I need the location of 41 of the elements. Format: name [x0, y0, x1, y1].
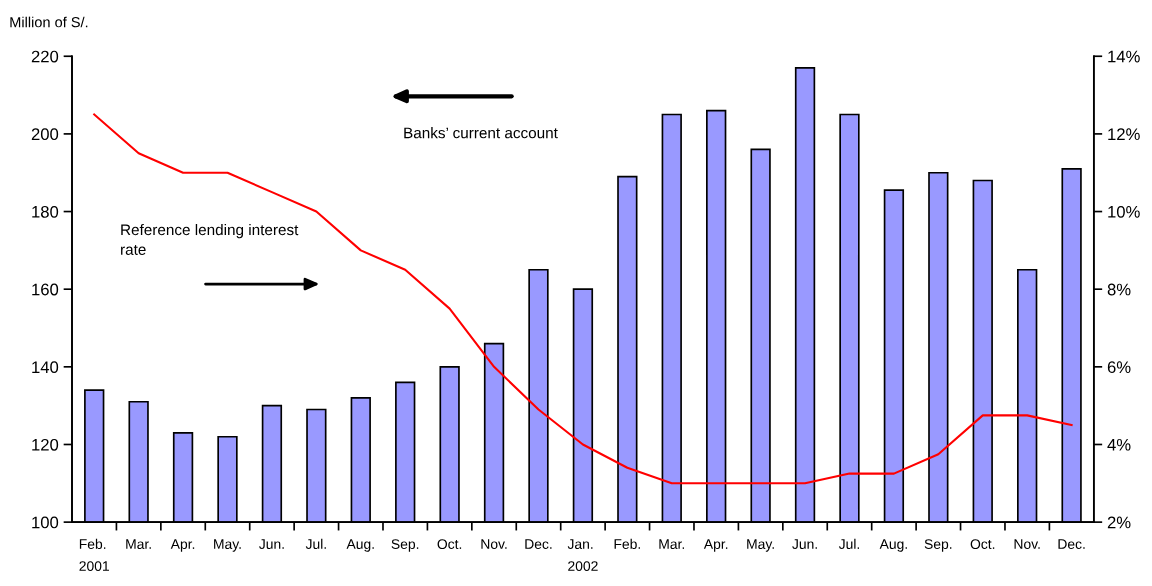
x-tick-label: Jun. [792, 539, 817, 549]
y-tick-label: 180 [32, 205, 59, 218]
y-tick-label: 200 [31, 128, 59, 141]
x-tick-label: Dec. [1058, 539, 1085, 549]
annotation: Banks’ current account [404, 127, 558, 139]
y2-tick-label: 12% [1108, 128, 1140, 141]
x-tick-label: Jan. 2002 [567, 539, 598, 571]
y-axis-title: Million of S/. [10, 16, 88, 28]
x-tick-label: May. [214, 539, 241, 552]
y2-tick-label: 10% [1108, 205, 1140, 218]
x-tick-label: Feb. [614, 538, 640, 549]
x-tick-label: Sep. [924, 539, 952, 552]
x-tick-label: Apr. [170, 539, 195, 552]
x-tick-label: Jul. [838, 538, 860, 549]
line-series [93, 113, 1073, 485]
y-tick-label: 120 [32, 438, 59, 451]
y2-tick-label: 4% [1107, 438, 1131, 451]
x-tick-label: Mar. [126, 539, 151, 549]
x-tick-label: Apr. [703, 539, 728, 552]
x-tick-label: Dec. [525, 539, 552, 549]
x-tick-label: May. [747, 539, 774, 552]
y2-tick-label: 6% [1107, 361, 1131, 374]
y-tick-label: 100 [32, 516, 59, 529]
y-tick-label: 160 [32, 283, 59, 296]
y2-tick-label: 2% [1107, 516, 1131, 529]
x-tick-label: Oct. [970, 539, 995, 549]
x-tick-label: Oct. [437, 539, 462, 549]
y-tick-label: 140 [32, 361, 59, 374]
y2-tick-label: 14% [1108, 50, 1140, 63]
y-tick-label: 220 [31, 50, 59, 63]
x-tick-label: Aug. [346, 539, 374, 552]
x-tick-label: Jul. [305, 538, 326, 549]
x-tick-label: Sep. [391, 539, 419, 552]
x-tick-label: Nov. [1014, 539, 1040, 549]
x-tick-label: Feb. 2001 [79, 538, 109, 571]
x-tick-label: Mar. [659, 539, 685, 549]
annotation: Reference lending interest rate [121, 223, 299, 255]
x-tick-label: Jun. [259, 539, 284, 549]
y2-tick-label: 8% [1107, 283, 1131, 296]
x-tick-label: Nov. [481, 539, 507, 549]
x-tick-label: Aug. [879, 539, 907, 552]
